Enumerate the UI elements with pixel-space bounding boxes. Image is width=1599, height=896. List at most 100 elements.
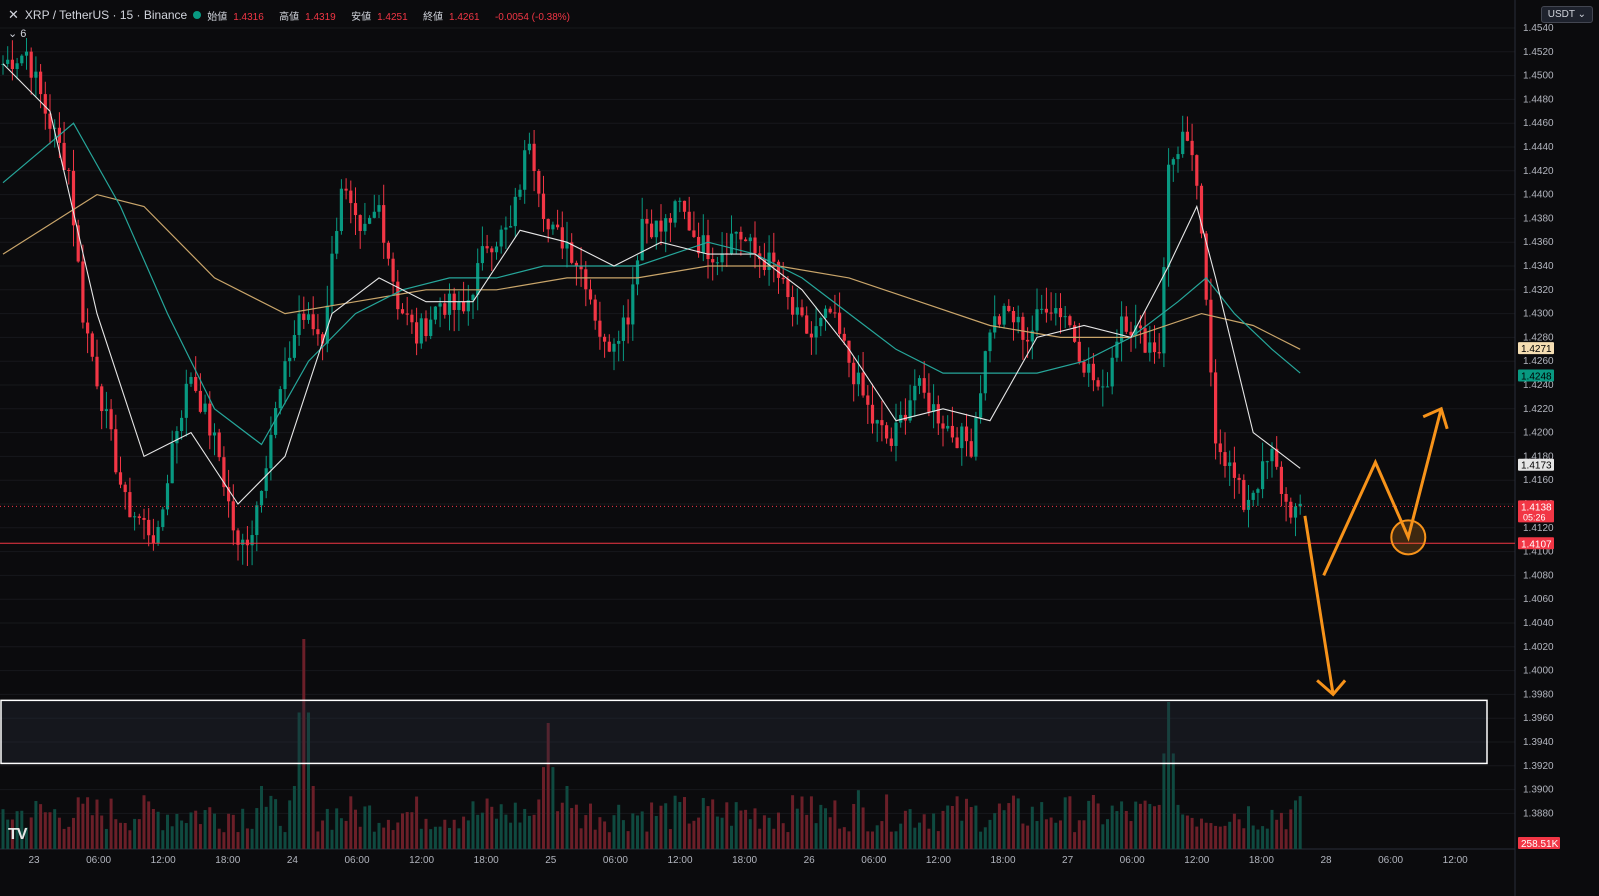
candle-body (556, 224, 560, 228)
candle-body (1073, 325, 1077, 342)
candle-body (330, 253, 334, 306)
candle-body (847, 340, 851, 363)
candle-body (603, 336, 607, 342)
candle-body (10, 59, 14, 70)
volume-bar (687, 823, 691, 849)
candle-body (400, 309, 405, 314)
volume-bar (805, 814, 809, 849)
price-tick: 1.4360 (1523, 237, 1554, 248)
time-tick: 06:00 (603, 855, 628, 866)
volume-bar (720, 817, 724, 849)
candle-body (1218, 443, 1222, 453)
volume-bar (180, 820, 184, 849)
candle-body (650, 223, 654, 238)
candle-body (1223, 452, 1227, 466)
volume-bar (509, 822, 513, 849)
volume-bar (1157, 804, 1161, 849)
support-zone (0, 699, 1488, 765)
volume-bar (236, 832, 240, 849)
price-tick: 1.4380 (1523, 213, 1554, 224)
volume-bar (664, 803, 668, 849)
volume-bar (297, 712, 301, 849)
price-marker (1518, 458, 1554, 471)
candle-body (76, 225, 80, 262)
volume-bar (95, 799, 99, 849)
volume-bar (1251, 825, 1255, 849)
volume-bar (1261, 826, 1265, 849)
volume-bar (283, 832, 287, 849)
volume-bar (668, 829, 672, 849)
candle-body (673, 201, 677, 223)
time-tick: 12:00 (1443, 855, 1468, 866)
indicator-toggle[interactable]: ⌄ 6 (8, 28, 27, 40)
volume-bar (67, 826, 71, 849)
candle-body (377, 205, 381, 212)
volume-bar (1237, 819, 1241, 849)
volume-bar (405, 812, 409, 849)
close-icon[interactable]: ✕ (8, 7, 19, 22)
candle-body (170, 443, 174, 484)
candle-body (988, 332, 992, 352)
volume-bar (161, 830, 165, 849)
candle-body (480, 246, 484, 264)
currency-button[interactable]: USDT ⌄ (1540, 6, 1593, 23)
price-tick: 1.4320 (1523, 285, 1554, 296)
candle-body (128, 492, 132, 518)
tradingview-logo[interactable]: TV (8, 826, 27, 843)
volume-bar (485, 798, 489, 849)
candle-body (800, 307, 804, 316)
candle-body (687, 211, 691, 231)
candle-body (518, 189, 522, 197)
candle-body (838, 312, 842, 334)
volume-bar (1012, 795, 1015, 849)
candle-body (776, 261, 781, 278)
volume-bar (1115, 811, 1119, 849)
volume-bar (621, 820, 625, 849)
volume-bar (354, 809, 357, 849)
volume-bar (245, 828, 249, 849)
volume-bar (480, 812, 484, 849)
candle-body (964, 426, 969, 442)
candle-body (1237, 477, 1241, 480)
time-tick: 06:00 (344, 855, 369, 866)
candle-body (1275, 448, 1279, 467)
volume-bar (570, 808, 574, 849)
candle-body (494, 246, 499, 253)
volume-bar (631, 813, 635, 849)
volume-bar (410, 812, 414, 849)
candle-body (711, 259, 715, 263)
volume-bar (838, 828, 842, 849)
volume-bar (76, 797, 80, 849)
volume-bar (875, 825, 879, 849)
candle-body (1021, 316, 1025, 340)
candle-body (1261, 461, 1265, 490)
candle-body (283, 361, 287, 390)
candle-body (429, 319, 433, 337)
candle-body (1176, 154, 1180, 160)
candle-body (466, 300, 470, 312)
candle-body (133, 516, 137, 518)
candle-body (1120, 316, 1124, 342)
volume-bar (1256, 829, 1260, 849)
candle-body (363, 223, 367, 232)
time-tick: 26 (804, 855, 816, 866)
candle-body (1016, 316, 1020, 323)
volume-bar (6, 819, 10, 849)
candle-body (457, 301, 461, 310)
volume-bar (288, 800, 292, 849)
symbol-title[interactable]: XRP / TetherUS · 15 · Binance (24, 8, 188, 22)
volume-bar (683, 797, 686, 849)
candle-body (786, 279, 790, 298)
candle-body (1232, 462, 1236, 478)
candle-body (86, 322, 90, 334)
volume-bar (809, 796, 813, 849)
candle-body (339, 188, 343, 232)
countdown-label: 05:26 (1523, 512, 1546, 522)
candle-body (809, 333, 813, 338)
candle-body (48, 113, 52, 129)
price-tick: 1.3880 (1523, 808, 1554, 819)
price-tick: 1.3920 (1523, 761, 1554, 772)
volume-bar (10, 819, 14, 849)
candle-body (1096, 380, 1100, 387)
